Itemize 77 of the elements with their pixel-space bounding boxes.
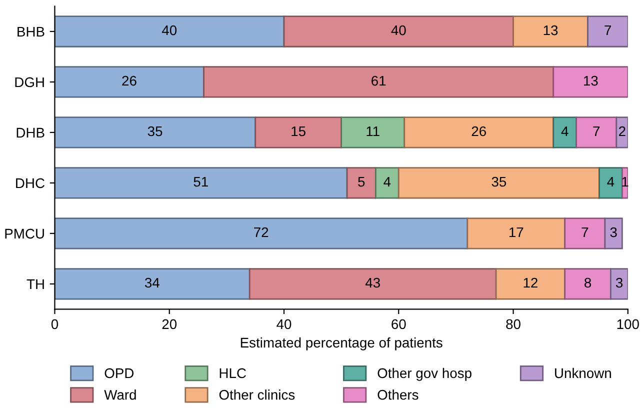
data-label: 2 [619,126,626,136]
bar [375,167,400,199]
data-label: 15 [292,126,306,136]
bar [283,16,514,48]
data-label: 4 [384,176,391,187]
y-tick-label: PMCU [5,228,44,239]
data-label: 11 [366,126,380,136]
bar [54,116,256,148]
data-label: 40 [162,25,177,36]
data-label: 35 [148,126,162,136]
x-axis-title: Estimated percentage of patients [240,337,442,350]
bar [404,116,554,148]
data-label: 13 [584,76,598,86]
bar [203,66,554,98]
bar [54,218,468,250]
data-label: 34 [144,278,160,288]
data-label: 7 [582,227,588,238]
data-label: 26 [122,76,136,86]
data-label: 26 [472,126,486,136]
bar [495,268,566,300]
bar [248,268,497,300]
bar [610,268,628,300]
bar [346,167,376,199]
bar [54,167,348,199]
bar [587,16,628,48]
data-label: 3 [610,227,617,238]
legend-label: Unknown [555,368,611,378]
x-tick-label: 40 [276,319,292,330]
legend-label: HLC [220,368,246,378]
data-label: 5 [358,176,365,187]
data-label: 7 [604,26,612,36]
x-tick-label: 60 [392,319,406,330]
legend-label: Other gov hosp [378,368,472,381]
legend-label: OPD [104,368,134,378]
bar [340,116,406,148]
data-label: 61 [372,76,386,86]
bar [398,167,600,199]
bar [254,116,342,148]
x-tick-label: 80 [506,319,520,330]
data-label: 4 [607,176,614,187]
data-label: 13 [544,25,558,36]
data-label: 51 [194,176,208,187]
bar [54,268,250,300]
legend-label: Ward [104,390,136,400]
data-label: 12 [524,278,538,288]
bar [616,116,628,148]
x-tick-label: 20 [162,319,177,330]
legend-label: Others [378,390,418,400]
y-tick-label: DHC [16,178,44,188]
data-label: 3 [616,278,623,288]
bar [54,16,285,48]
legend-label: Other clinics [219,390,295,400]
bar [576,116,618,148]
bar [466,218,566,250]
y-tick-label: TH [26,279,44,289]
data-label: 17 [509,227,524,238]
bar [552,116,578,148]
y-tick-label: DGH [15,77,44,88]
bar [604,218,623,250]
data-label: 7 [593,126,600,136]
bar [512,16,588,48]
data-label: 1 [622,176,628,187]
data-label: 40 [391,25,406,36]
bar [564,218,606,250]
data-label: 35 [492,176,506,187]
bar [54,66,204,98]
data-label: 72 [254,227,268,238]
bar [564,268,612,300]
data-label: 4 [561,126,568,136]
x-tick-label: 0 [51,319,58,330]
y-tick-label: BHB [18,26,44,37]
bar [552,66,628,98]
y-tick-label: DHB [16,128,44,138]
x-tick-label: 100 [617,319,639,330]
data-label: 43 [365,278,380,288]
bar [598,167,623,199]
data-label: 8 [584,278,592,288]
